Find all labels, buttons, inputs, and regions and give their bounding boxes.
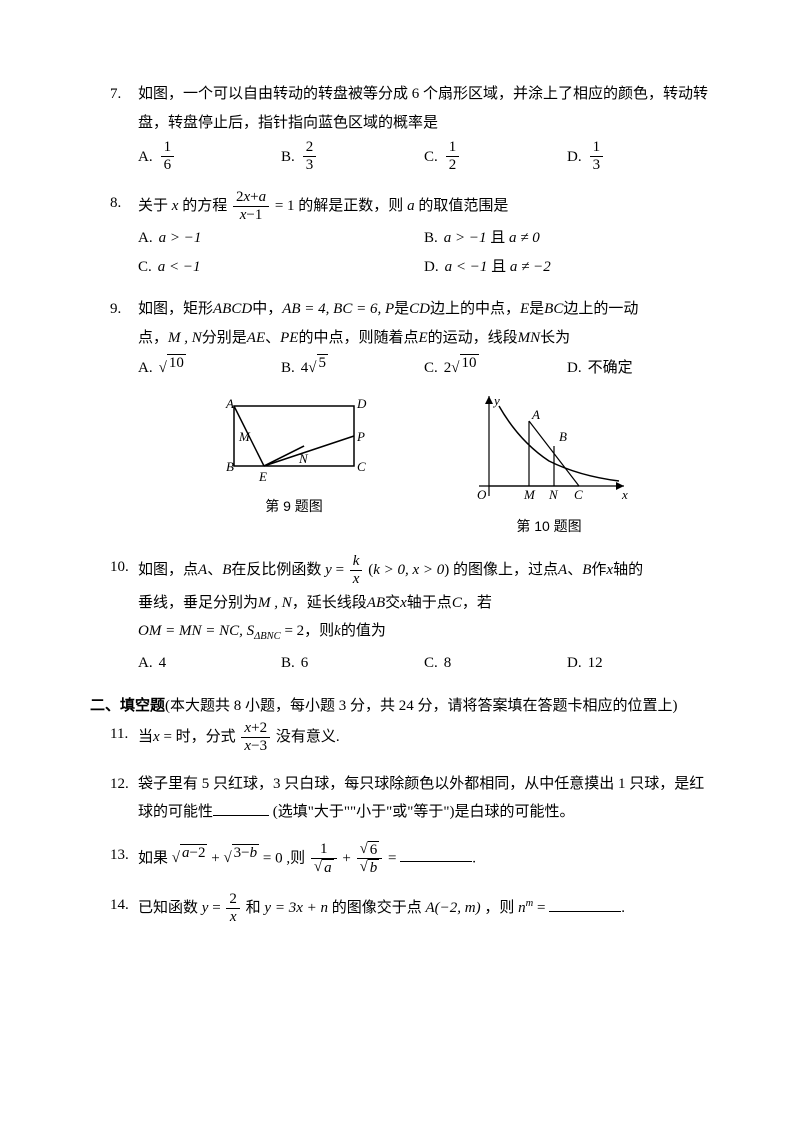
q12-text: 袋子里有 5 只红球，3 只白球，每只球除颜色以外都相同，从中任意摸出 1 只球… xyxy=(138,770,710,827)
question-11: 11. 当x = 时，分式 x+2x−3 没有意义. xyxy=(110,720,710,756)
q9-opt-b: B.45 xyxy=(281,354,424,383)
question-9: 9. 如图，矩形ABCD中，AB = 4, BC = 6, P是CD边上的中点，… xyxy=(110,295,710,539)
q9-text-line1: 如图，矩形ABCD中，AB = 4, BC = 6, P是CD边上的中点，E是B… xyxy=(138,295,710,324)
question-12: 12. 袋子里有 5 只红球，3 只白球，每只球除颜色以外都相同，从中任意摸出 … xyxy=(110,770,710,827)
q10-opt-c: C.8 xyxy=(424,649,567,678)
q10-text-line1: 如图，点A、B在反比例函数 y = kx (k > 0, x > 0) 的图像上… xyxy=(138,553,710,589)
q13-text: 如果 a−2 + 3−b = 0 ,则 1a + 6b = . xyxy=(138,841,710,877)
q7-opt-b: B.23 xyxy=(281,139,424,175)
figures-row: A D B C P M N E 第 9 题图 y xyxy=(138,391,710,540)
question-13: 13. 如果 a−2 + 3−b = 0 ,则 1a + 6b = . xyxy=(110,841,710,877)
svg-text:D: D xyxy=(356,396,367,411)
q10-opt-b: B.6 xyxy=(281,649,424,678)
blank-input[interactable] xyxy=(213,800,269,816)
figure-q9: A D B C P M N E 第 9 题图 xyxy=(214,391,374,540)
svg-text:M: M xyxy=(523,487,536,502)
svg-text:x: x xyxy=(621,487,628,502)
q14-num: 14. xyxy=(110,891,138,927)
blank-input[interactable] xyxy=(549,896,621,912)
question-8: 8. 关于 x 的方程 2x+ax−1 = 1 的解是正数，则 a 的取值范围是… xyxy=(110,189,710,282)
svg-text:y: y xyxy=(492,393,500,408)
q7-opt-a: A.16 xyxy=(138,139,281,175)
q8-num: 8. xyxy=(110,189,138,225)
q9-num: 9. xyxy=(110,295,138,324)
svg-text:N: N xyxy=(298,451,309,466)
svg-text:B: B xyxy=(559,429,567,444)
svg-text:N: N xyxy=(548,487,559,502)
q8-options: A.a > −1 B.a > −1 且 a ≠ 0 C.a < −1 D.a <… xyxy=(110,224,710,281)
q13-num: 13. xyxy=(110,841,138,877)
q9-opt-d: D.不确定 xyxy=(567,354,710,383)
q10-text-line3: OM = MN = NC, SΔBNC = 2，则k的值为 xyxy=(110,617,710,647)
q8-text: 关于 x 的方程 2x+ax−1 = 1 的解是正数，则 a 的取值范围是 xyxy=(138,189,710,225)
q10-num: 10. xyxy=(110,553,138,589)
svg-text:O: O xyxy=(477,487,487,502)
svg-text:C: C xyxy=(357,459,366,474)
svg-text:E: E xyxy=(258,469,267,484)
q10-options: A.4 B.6 C.8 D.12 xyxy=(110,649,710,678)
figure-q10: y x O M N C A B 第 10 题图 xyxy=(464,391,634,540)
q10-opt-a: A.4 xyxy=(138,649,281,678)
q11-num: 11. xyxy=(110,720,138,756)
q10-opt-d: D.12 xyxy=(567,649,710,678)
svg-text:A: A xyxy=(225,396,234,411)
q11-text: 当x = 时，分式 x+2x−3 没有意义. xyxy=(138,720,710,756)
question-14: 14. 已知函数 y = 2x 和 y = 3x + n 的图像交于点 A(−2… xyxy=(110,891,710,927)
q7-num: 7. xyxy=(110,80,138,137)
q10-text-line2: 垂线，垂足分别为M , N，延长线段AB交x轴于点C，若 xyxy=(110,589,710,618)
q9-opt-c: C.210 xyxy=(424,354,567,383)
question-10: 10. 如图，点A、B在反比例函数 y = kx (k > 0, x > 0) … xyxy=(110,553,710,677)
q9-opt-a: A.10 xyxy=(138,354,281,383)
q9-options: A.10 B.45 C.210 D.不确定 xyxy=(110,354,710,383)
q12-num: 12. xyxy=(110,770,138,827)
question-7: 7. 如图，一个可以自由转动的转盘被等分成 6 个扇形区域，并涂上了相应的颜色，… xyxy=(110,80,710,175)
svg-text:A: A xyxy=(531,407,540,422)
q8-opt-b: B.a > −1 且 a ≠ 0 xyxy=(424,224,710,253)
q7-options: A.16 B.23 C.12 D.13 xyxy=(110,139,710,175)
q7-opt-c: C.12 xyxy=(424,139,567,175)
svg-text:C: C xyxy=(574,487,583,502)
q7-text: 如图，一个可以自由转动的转盘被等分成 6 个扇形区域，并涂上了相应的颜色，转动转… xyxy=(138,80,710,137)
q8-opt-a: A.a > −1 xyxy=(138,224,424,253)
q7-opt-d: D.13 xyxy=(567,139,710,175)
blank-input[interactable] xyxy=(400,846,472,862)
q9-text-line2: 点，M , N分别是AE、PE的中点，则随着点E的运动，线段MN长为 xyxy=(110,324,710,353)
q8-opt-d: D.a < −1 且 a ≠ −2 xyxy=(424,253,710,282)
svg-text:P: P xyxy=(356,429,365,444)
q14-text: 已知函数 y = 2x 和 y = 3x + n 的图像交于点 A(−2, m)… xyxy=(138,891,710,927)
section-2-header: 二、填空题(本大题共 8 小题，每小题 3 分，共 24 分，请将答案填在答题卡… xyxy=(90,692,710,721)
q8-opt-c: C.a < −1 xyxy=(138,253,424,282)
svg-text:M: M xyxy=(238,429,251,444)
svg-text:B: B xyxy=(226,459,234,474)
